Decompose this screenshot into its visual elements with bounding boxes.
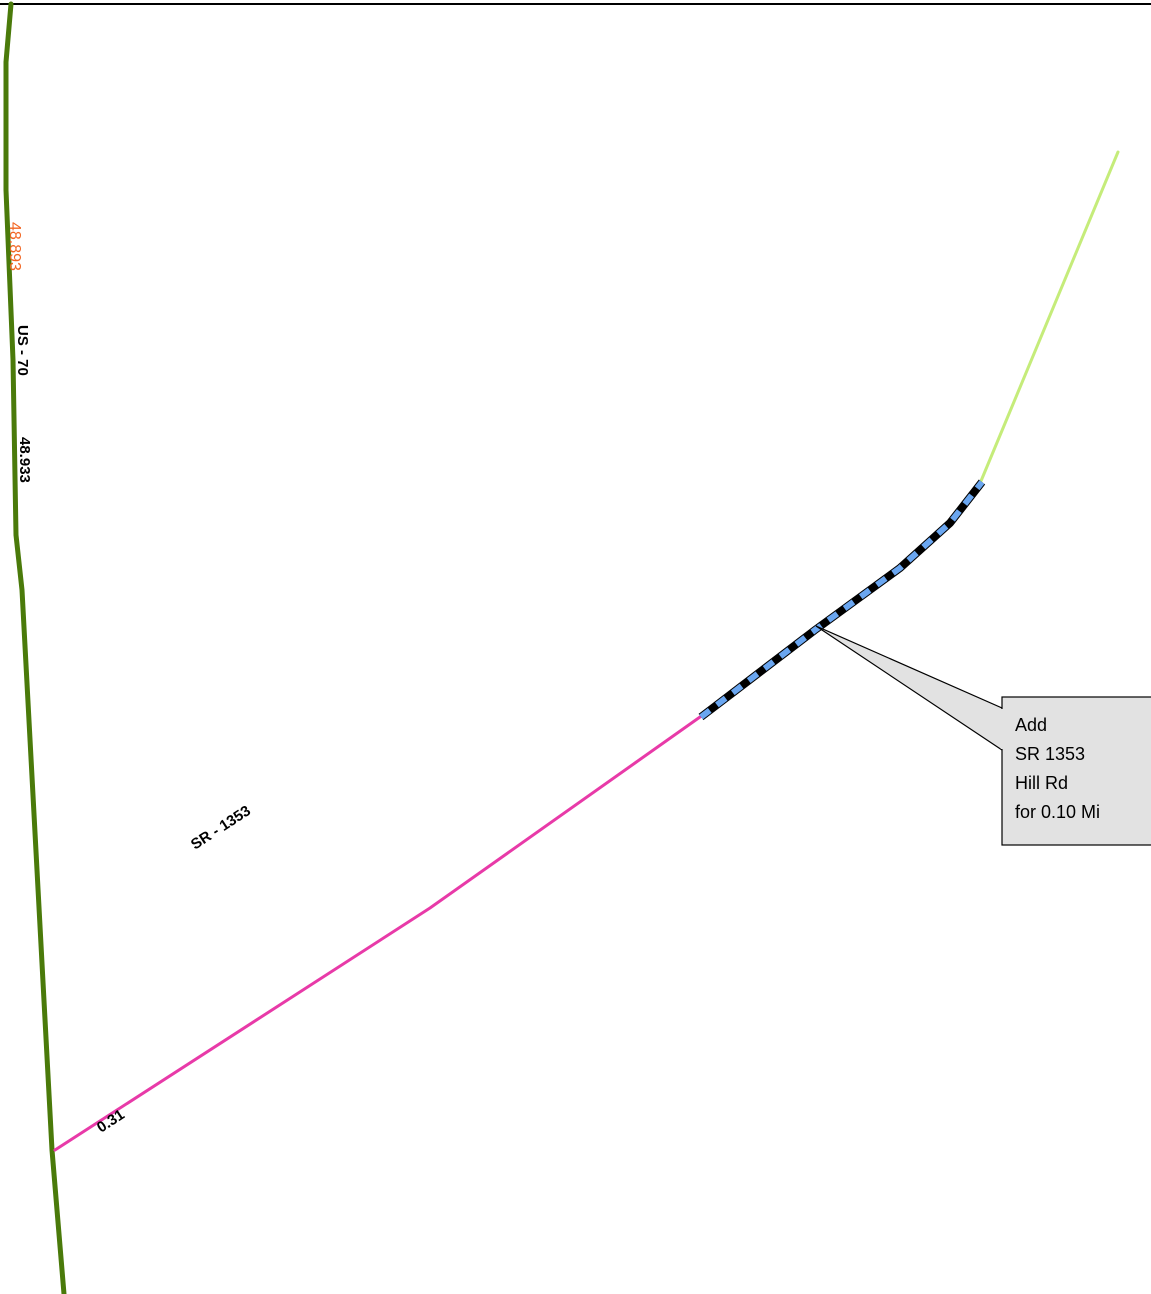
us-70-road[interactable] [3, 1, 67, 1294]
sr-milepost-label: 0.31 [94, 1106, 128, 1136]
added-segment-dash [699, 480, 985, 720]
callout-pointer [815, 625, 1003, 752]
sr-1353-route-label: SR - 1353 [188, 802, 254, 853]
us-milepost-end-label: 48.933 [16, 437, 33, 483]
sr-1353-road[interactable] [53, 715, 702, 1152]
continuation-road[interactable] [979, 150, 1120, 483]
us-milepost-start-label: 48.893 [6, 222, 23, 271]
callout-line-1: Add [1015, 715, 1047, 735]
callout-line-4: for 0.10 Mi [1015, 802, 1100, 822]
callout-box[interactable] [1001, 696, 1151, 846]
callout-line-3: Hill Rd [1015, 773, 1068, 793]
us-70-route-label: US - 70 [14, 325, 31, 376]
callout-line-2: SR 1353 [1015, 744, 1085, 764]
